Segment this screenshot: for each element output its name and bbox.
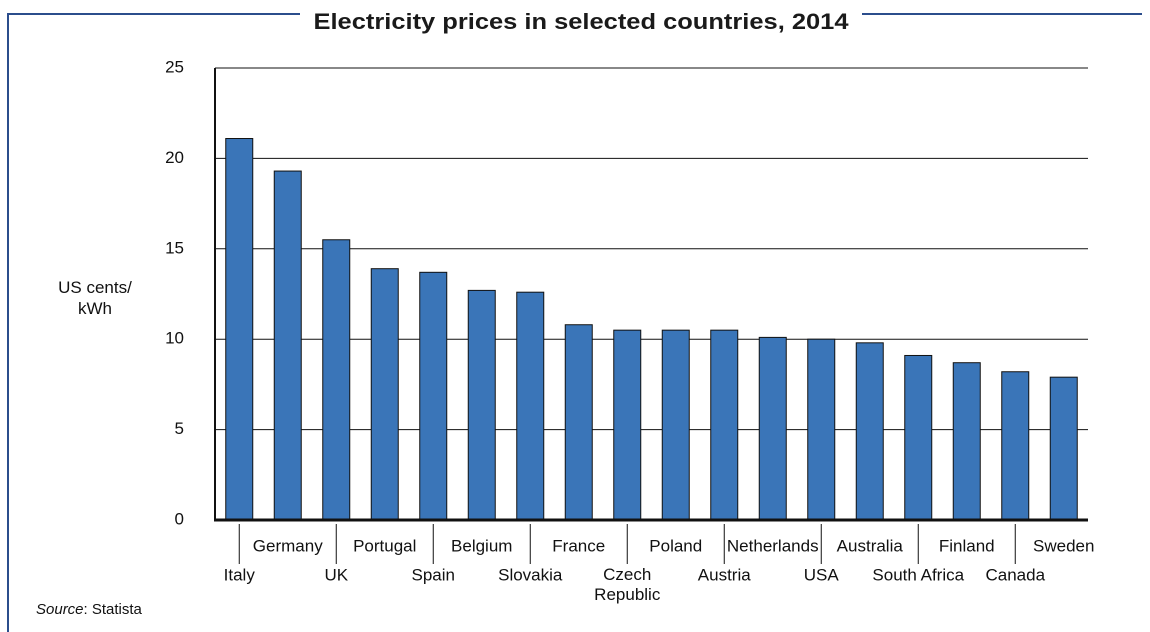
bar [1049, 376, 1078, 521]
y-tick-label: 20 [165, 148, 184, 167]
x-tick-label: South Africa [872, 565, 964, 584]
source-text: : Statista [84, 601, 143, 618]
x-tick-label: Belgium [451, 536, 512, 555]
bar [855, 342, 884, 521]
y-tick-label: 5 [175, 419, 184, 438]
x-tick-label: Czech Republic [594, 565, 661, 604]
source: Source: Statista [36, 601, 143, 618]
bar [467, 289, 496, 521]
bar [710, 329, 739, 521]
x-tick-label: Portugal [353, 536, 416, 555]
bar [904, 354, 933, 521]
x-tick-label: Germany [253, 536, 323, 555]
bar [273, 170, 302, 521]
x-tick-label: USA [804, 565, 840, 584]
bar [613, 329, 642, 521]
bar [370, 268, 399, 521]
bar [758, 336, 787, 521]
bar [1001, 371, 1030, 521]
x-tick-label: France [552, 536, 605, 555]
bar [419, 271, 448, 521]
x-tick-label: UK [324, 565, 348, 584]
x-tick-label: Finland [939, 536, 995, 555]
y-axis-label: US cents/kWh [58, 278, 132, 318]
bar [516, 291, 545, 521]
y-tick-label: 25 [165, 57, 184, 76]
y-tick-label: 15 [165, 238, 184, 257]
bar [807, 338, 836, 521]
bar [225, 138, 254, 521]
x-tick-label: Poland [649, 536, 702, 555]
x-tick-label: Netherlands [727, 536, 819, 555]
y-tick-label: 10 [165, 329, 184, 348]
bar [564, 324, 593, 521]
chart-title: Electricity prices in selected countries… [314, 9, 850, 34]
x-tick-label: Sweden [1033, 536, 1094, 555]
x-tick-label: Italy [224, 565, 256, 584]
bar [952, 362, 981, 521]
bar [322, 239, 351, 521]
bar [661, 329, 690, 521]
x-tick-label: Australia [837, 536, 904, 555]
y-tick-label: 0 [175, 509, 184, 528]
x-tick-label: Slovakia [498, 565, 563, 584]
x-tick-label: Canada [985, 565, 1045, 584]
x-tick-label: Spain [412, 565, 455, 584]
source-label: Source [36, 601, 84, 618]
x-tick-label: Austria [698, 565, 751, 584]
